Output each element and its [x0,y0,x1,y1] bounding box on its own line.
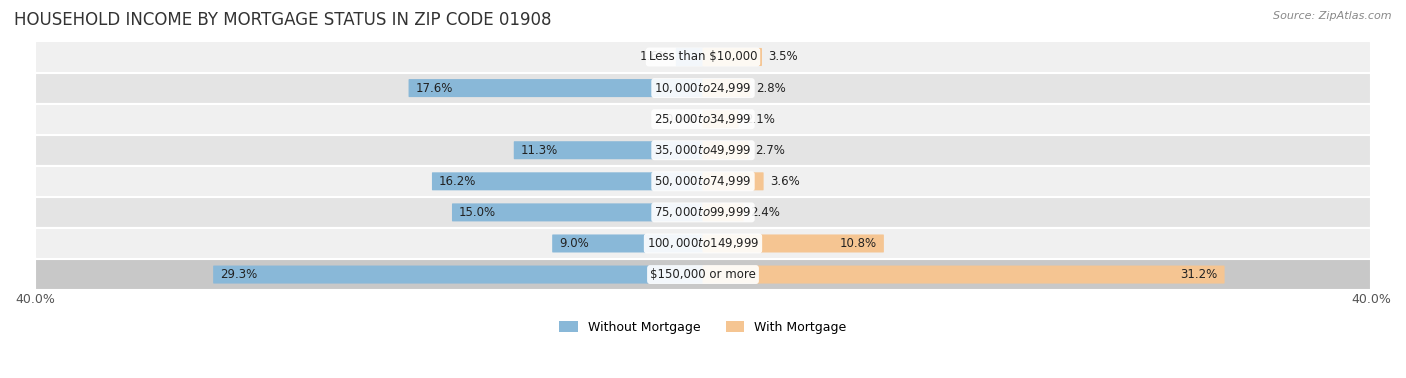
Text: 0.0%: 0.0% [665,113,695,125]
FancyBboxPatch shape [703,79,751,97]
FancyBboxPatch shape [703,234,884,253]
Legend: Without Mortgage, With Mortgage: Without Mortgage, With Mortgage [554,316,852,339]
Text: $35,000 to $49,999: $35,000 to $49,999 [654,143,752,157]
Text: 31.2%: 31.2% [1180,268,1218,281]
FancyBboxPatch shape [214,265,703,284]
Bar [35,73,1371,104]
Text: 29.3%: 29.3% [221,268,257,281]
Bar [35,259,1371,290]
FancyBboxPatch shape [513,141,703,159]
Text: 2.8%: 2.8% [756,82,786,94]
Text: 11.3%: 11.3% [522,144,558,157]
Text: 1.6%: 1.6% [640,51,669,64]
Text: Less than $10,000: Less than $10,000 [648,51,758,64]
Text: 9.0%: 9.0% [560,237,589,250]
Text: 15.0%: 15.0% [460,206,496,219]
Text: $10,000 to $24,999: $10,000 to $24,999 [654,81,752,95]
FancyBboxPatch shape [703,110,738,128]
FancyBboxPatch shape [703,141,748,159]
FancyBboxPatch shape [703,172,763,191]
Text: 10.8%: 10.8% [839,237,877,250]
Text: HOUSEHOLD INCOME BY MORTGAGE STATUS IN ZIP CODE 01908: HOUSEHOLD INCOME BY MORTGAGE STATUS IN Z… [14,11,551,29]
Text: 2.1%: 2.1% [745,113,775,125]
Text: $150,000 or more: $150,000 or more [650,268,756,281]
Text: Source: ZipAtlas.com: Source: ZipAtlas.com [1274,11,1392,21]
Text: 3.5%: 3.5% [768,51,797,64]
Bar [35,166,1371,197]
Text: $75,000 to $99,999: $75,000 to $99,999 [654,205,752,219]
FancyBboxPatch shape [676,48,703,66]
Bar [35,42,1371,73]
Text: $100,000 to $149,999: $100,000 to $149,999 [647,237,759,251]
Text: 3.6%: 3.6% [770,175,800,188]
Text: 17.6%: 17.6% [416,82,453,94]
FancyBboxPatch shape [703,48,762,66]
FancyBboxPatch shape [703,265,1225,284]
FancyBboxPatch shape [409,79,703,97]
FancyBboxPatch shape [703,203,744,222]
Text: 16.2%: 16.2% [439,175,477,188]
FancyBboxPatch shape [553,234,703,253]
FancyBboxPatch shape [432,172,703,191]
Text: 2.7%: 2.7% [755,144,785,157]
Bar [35,228,1371,259]
Bar [35,104,1371,135]
FancyBboxPatch shape [451,203,703,222]
Text: $50,000 to $74,999: $50,000 to $74,999 [654,174,752,188]
Bar [35,135,1371,166]
Text: $25,000 to $34,999: $25,000 to $34,999 [654,112,752,126]
Text: 2.4%: 2.4% [749,206,780,219]
Bar [35,197,1371,228]
